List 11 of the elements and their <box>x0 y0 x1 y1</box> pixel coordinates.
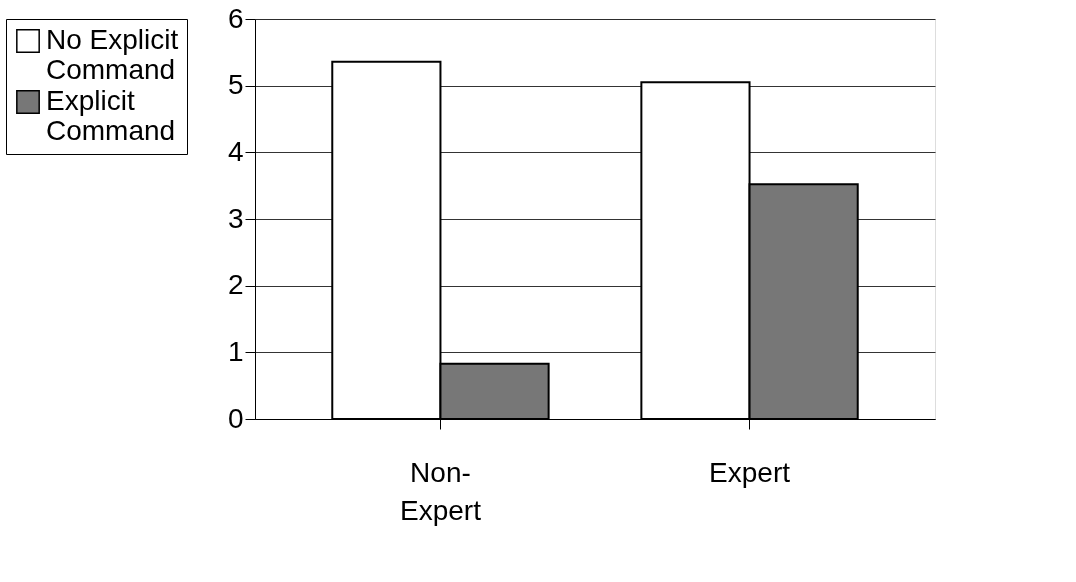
y-tick-label: 4 <box>227 135 244 167</box>
y-tick-label: 3 <box>227 202 244 234</box>
y-tick-label: 0 <box>227 402 244 434</box>
y-tick-label: 2 <box>227 269 244 301</box>
x-tick-label: Expert <box>709 456 791 488</box>
legend-label: Explicit Command <box>46 85 176 146</box>
y-tick-label: 5 <box>227 69 244 101</box>
x-tick-label: Non-Expert <box>399 456 482 526</box>
y-tick-label: 1 <box>227 335 244 367</box>
legend-label: No Explicit Command <box>46 24 179 85</box>
y-tick-label: 6 <box>227 2 244 34</box>
